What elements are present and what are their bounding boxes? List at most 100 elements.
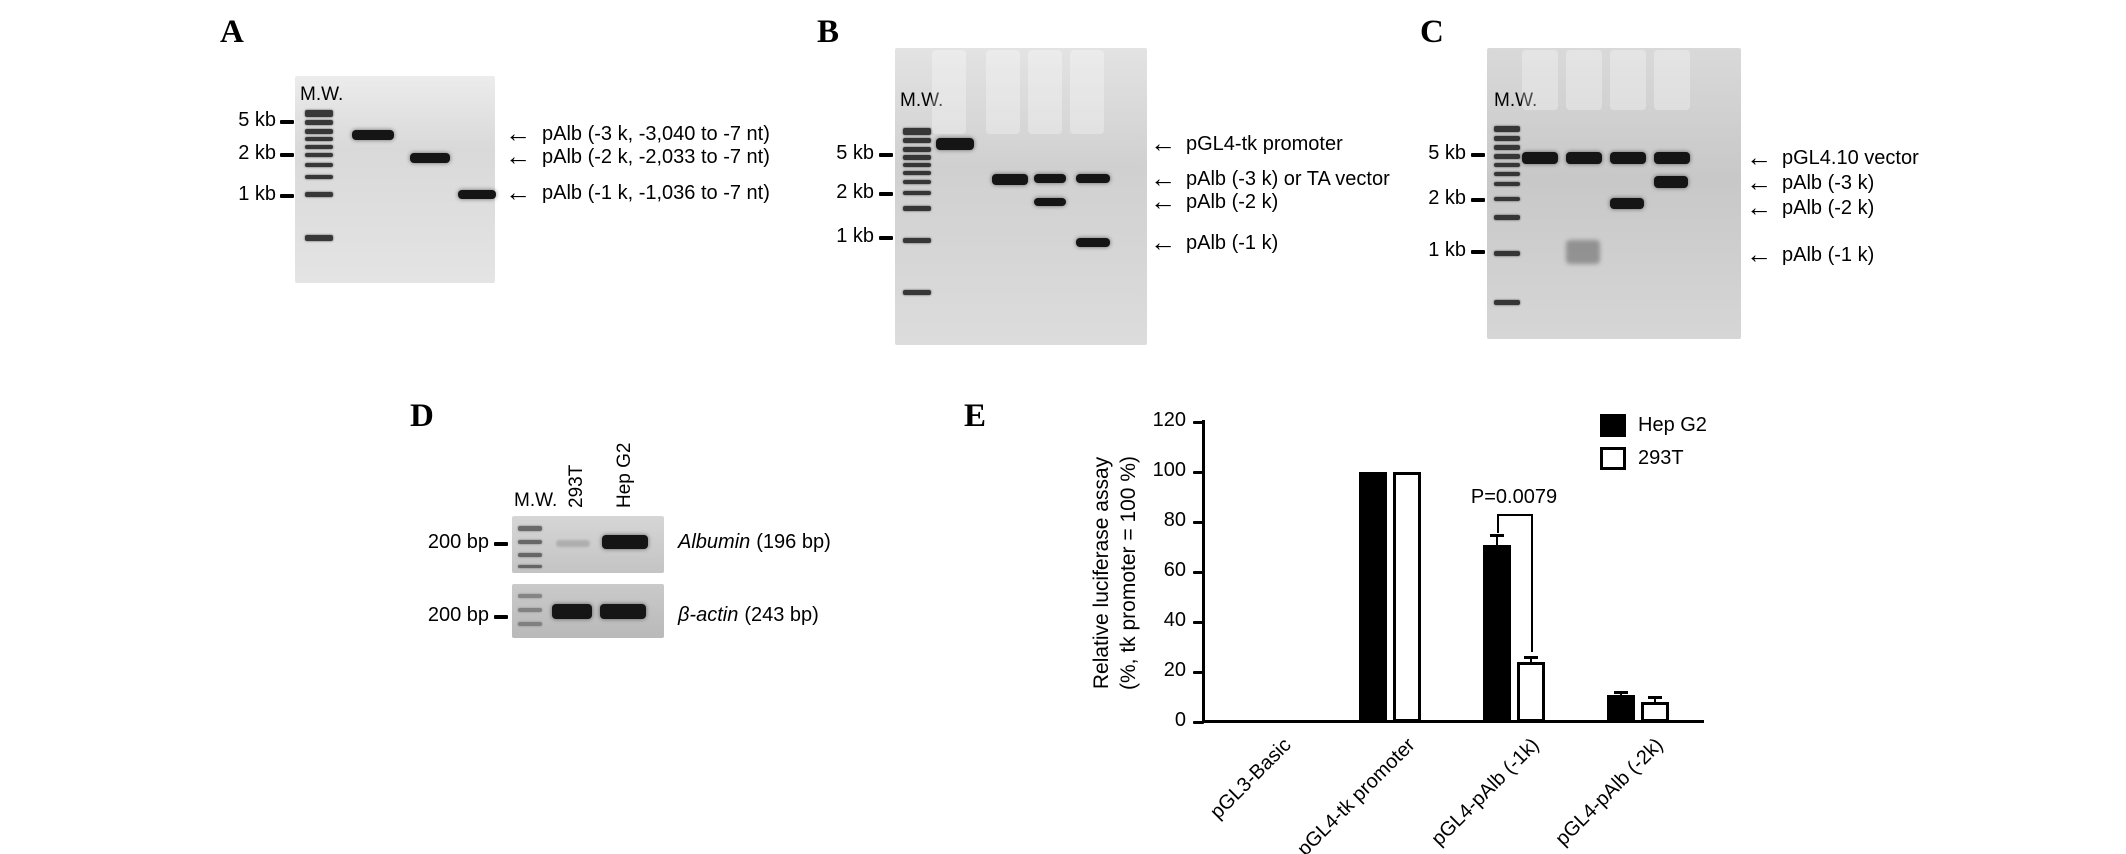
y-tick-label: 120 bbox=[1152, 409, 1186, 431]
band-arrow-icon: ← bbox=[1150, 163, 1176, 193]
chart-bar-hepg2 bbox=[1359, 472, 1387, 722]
error-bar bbox=[1654, 697, 1656, 702]
band-arrow-icon: ← bbox=[1150, 227, 1176, 257]
dna-band bbox=[352, 130, 394, 140]
error-bar-cap bbox=[1614, 691, 1628, 694]
band-annotation: pAlb (-3 k) bbox=[1782, 172, 1875, 194]
gene-size-actin: (243 bp) bbox=[744, 604, 819, 626]
ladder-band bbox=[305, 145, 333, 149]
mw-marker-label: 5 kb bbox=[1428, 142, 1466, 164]
ladder-band bbox=[1494, 215, 1520, 220]
y-tick bbox=[1193, 471, 1204, 474]
ladder-band bbox=[1494, 136, 1520, 141]
y-tick-label: 0 bbox=[1174, 709, 1186, 731]
ladder-band bbox=[518, 540, 542, 544]
ladder-band bbox=[305, 235, 333, 241]
dna-band-faint bbox=[556, 540, 590, 547]
mw-marker-label: 5 kb bbox=[836, 142, 874, 164]
gene-size-albumin: (196 bp) bbox=[756, 531, 831, 553]
band-arrow-icon: ← bbox=[1746, 167, 1772, 197]
ladder-band bbox=[903, 206, 931, 211]
ladder-band bbox=[518, 622, 542, 626]
sig-bracket-right bbox=[1531, 514, 1533, 652]
dna-band bbox=[552, 604, 592, 619]
error-bar-cap bbox=[1648, 696, 1662, 699]
chart-bar-293t bbox=[1393, 472, 1421, 722]
y-tick bbox=[1193, 521, 1204, 524]
y-tick bbox=[1193, 671, 1204, 674]
gel-well-streak bbox=[1070, 50, 1104, 134]
panel-label-d: D bbox=[410, 398, 434, 434]
panel-label-a: A bbox=[220, 14, 244, 50]
dna-band-smear bbox=[1566, 240, 1600, 264]
legend-label: Hep G2 bbox=[1638, 414, 1707, 436]
y-axis-title-line1: Relative luciferase assay bbox=[1090, 456, 1113, 690]
y-tick-label: 80 bbox=[1163, 509, 1186, 531]
lane-label-293t: 293T bbox=[566, 464, 587, 508]
dna-band bbox=[1034, 174, 1066, 183]
mw-marker-label: 1 kb bbox=[238, 183, 276, 205]
gel-well-streak bbox=[932, 50, 966, 134]
ladder-band bbox=[305, 129, 333, 134]
band-annotation: pAlb (-3 k, -3,040 to -7 nt) bbox=[542, 123, 770, 145]
error-bar bbox=[1530, 657, 1532, 662]
y-tick bbox=[1193, 571, 1204, 574]
mw-marker-label: 1 kb bbox=[1428, 239, 1466, 261]
legend-swatch-293t bbox=[1600, 447, 1626, 470]
ladder-band bbox=[518, 594, 542, 598]
mw-label-d: M.W. bbox=[514, 490, 558, 511]
ladder-band bbox=[903, 290, 931, 295]
ladder-band bbox=[518, 565, 542, 568]
chart-bar-293t bbox=[1641, 702, 1669, 722]
mw-marker-tick bbox=[1471, 250, 1485, 254]
gel-well-streak bbox=[1610, 50, 1646, 110]
band-arrow-icon: ← bbox=[1746, 142, 1772, 172]
ladder-band bbox=[1494, 154, 1520, 159]
mw-marker-tick bbox=[879, 192, 893, 196]
ladder-band bbox=[1494, 145, 1520, 150]
mw-label-a: M.W. bbox=[300, 84, 344, 105]
ladder-band bbox=[305, 110, 333, 117]
y-tick-label: 100 bbox=[1152, 459, 1186, 481]
mw-marker-label: 2 kb bbox=[238, 142, 276, 164]
dna-band bbox=[1654, 152, 1690, 164]
mw-marker-tick bbox=[280, 153, 294, 157]
ladder-band bbox=[903, 191, 931, 195]
mw-label-b: M.W. bbox=[900, 90, 944, 111]
mw-marker-tick bbox=[879, 153, 893, 157]
size-marker-label-albumin: 200 bp bbox=[427, 531, 489, 553]
ladder-band bbox=[305, 120, 333, 125]
band-annotation: pAlb (-3 k) or TA vector bbox=[1186, 168, 1390, 190]
y-axis-title-line2: (%, tk promoter = 100 %) bbox=[1117, 456, 1140, 691]
mw-marker-label: 1 kb bbox=[836, 225, 874, 247]
dna-band bbox=[602, 535, 648, 549]
y-axis-title: Relative luciferase assay (%, tk promote… bbox=[1088, 353, 1142, 793]
gel-well-streak bbox=[1028, 50, 1062, 134]
panel-label-c: C bbox=[1420, 14, 1444, 50]
ladder-band bbox=[305, 137, 333, 141]
ladder-band bbox=[305, 153, 333, 157]
ladder-band bbox=[1494, 300, 1520, 305]
band-annotation: pAlb (-2 k, -2,033 to -7 nt) bbox=[542, 146, 770, 168]
ladder-band bbox=[518, 553, 542, 557]
band-arrow-icon: ← bbox=[505, 177, 531, 207]
sig-bracket-left bbox=[1497, 514, 1499, 533]
x-tick-label: pGL3-Basic bbox=[1206, 734, 1296, 824]
significance-label: P=0.0079 bbox=[1470, 486, 1558, 508]
dna-band bbox=[1522, 152, 1558, 164]
dna-band bbox=[1610, 152, 1646, 164]
ladder-band bbox=[1494, 182, 1520, 186]
y-tick-label: 20 bbox=[1163, 659, 1186, 681]
dna-band bbox=[936, 138, 974, 150]
y-tick-label: 40 bbox=[1163, 609, 1186, 631]
ladder-band bbox=[903, 155, 931, 160]
sig-bracket-top bbox=[1497, 514, 1533, 516]
mw-marker-label: 5 kb bbox=[238, 109, 276, 131]
error-bar-cap bbox=[1490, 533, 1504, 537]
size-marker-tick bbox=[494, 615, 508, 619]
y-tick bbox=[1193, 421, 1204, 424]
ladder-band bbox=[903, 147, 931, 152]
panel-label-e: E bbox=[964, 398, 987, 434]
dna-band bbox=[600, 604, 646, 619]
